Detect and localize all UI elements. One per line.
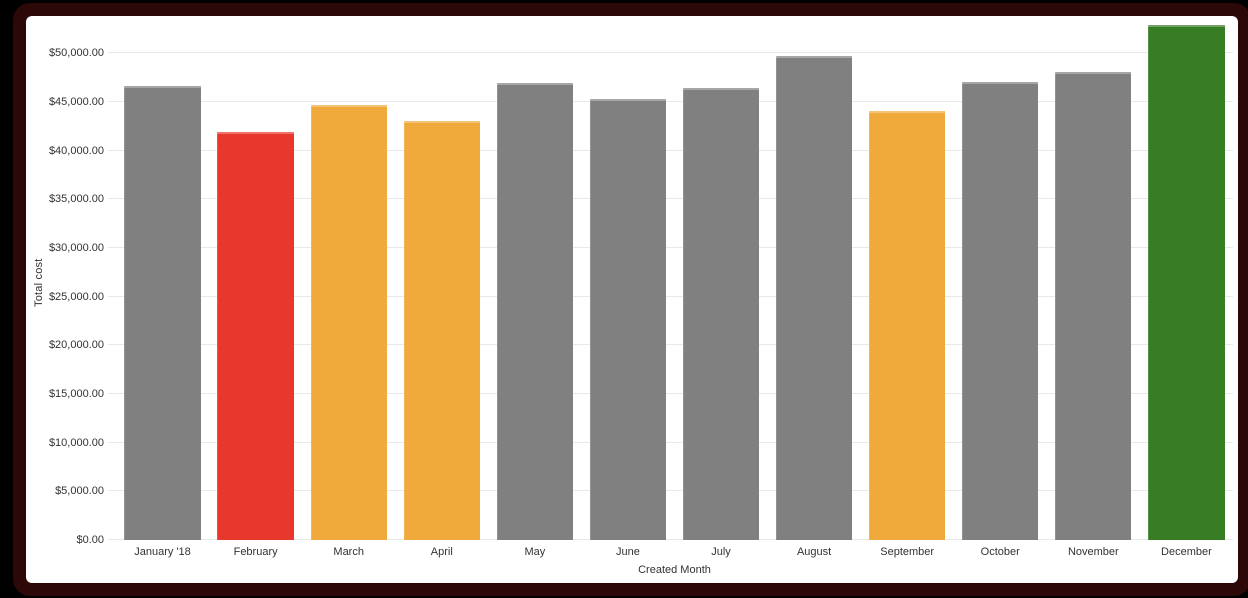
bar-slot: [954, 25, 1047, 540]
x-tick-label: March: [333, 546, 364, 558]
bar-july[interactable]: [682, 88, 760, 540]
y-tick-label: $15,000.00: [48, 387, 104, 400]
bar-slot: [1047, 25, 1140, 540]
chart-card: Total cost $0.00 $5,000.00 $10,000.00 $15,0…: [26, 16, 1238, 583]
y-tick-label: $30,000.00: [48, 241, 104, 254]
gridline: [108, 392, 1233, 394]
bar-september[interactable]: [869, 110, 946, 540]
bar-slot: [395, 25, 488, 540]
y-axis: $0.00 $5,000.00 $10,000.00 $15,000.00 $20,00…: [26, 25, 104, 546]
y-tick-label: $0.00: [76, 534, 104, 546]
x-tick-label: June: [616, 546, 640, 558]
bar-slot: [581, 25, 674, 540]
y-tick-label: $20,000.00: [48, 339, 104, 352]
gridline: [108, 490, 1233, 492]
y-tick-label: $35,000.00: [48, 193, 104, 206]
bar-slot: [302, 25, 395, 540]
gridline: [108, 100, 1233, 102]
gridline: [108, 295, 1233, 297]
bar-march[interactable]: [310, 104, 387, 540]
bar-april[interactable]: [403, 121, 480, 540]
y-tick-label: $40,000.00: [48, 144, 104, 157]
bar-january-18[interactable]: [124, 86, 201, 540]
bar-february[interactable]: [217, 132, 294, 540]
bar-june[interactable]: [589, 99, 667, 540]
x-tick-label: January '18: [134, 546, 191, 558]
bar-slot: [116, 25, 209, 540]
y-tick-label: $5,000.00: [55, 485, 104, 498]
x-tick-label: October: [980, 546, 1020, 558]
bar-december[interactable]: [1148, 25, 1225, 540]
plot-area: [108, 25, 1233, 540]
x-axis: January '18 February March April May June July…: [116, 546, 1233, 562]
bar-august[interactable]: [775, 56, 853, 540]
x-tick-label: July: [711, 546, 731, 558]
bar-slot: [674, 25, 767, 540]
gridline: [108, 149, 1233, 151]
gridline: [108, 441, 1233, 443]
x-tick-label: November: [1067, 546, 1119, 558]
x-tick-label: December: [1161, 546, 1212, 558]
x-tick-label: August: [796, 546, 832, 558]
y-tick-label: $45,000.00: [48, 95, 104, 108]
bar-slot: [768, 25, 861, 540]
bar-slot: [1140, 25, 1233, 540]
gridline: [108, 52, 1233, 54]
y-tick-label: $25,000.00: [48, 290, 104, 303]
bar-november[interactable]: [1055, 71, 1132, 540]
bar-slot: [861, 25, 954, 540]
gridline: [108, 246, 1233, 248]
x-tick-label: May: [524, 546, 546, 558]
x-tick-label: September: [880, 546, 935, 558]
gridline: [108, 344, 1233, 346]
bar-slot: [209, 25, 302, 540]
x-tick-label: April: [430, 546, 453, 558]
bar-series: [116, 25, 1233, 540]
x-axis-title: Created Month: [638, 564, 711, 576]
bar-slot: [488, 25, 581, 540]
gridline: [108, 539, 1233, 540]
gridline: [108, 198, 1233, 200]
x-tick-label: February: [233, 546, 278, 558]
y-tick-label: $50,000.00: [48, 47, 104, 60]
bar-october[interactable]: [962, 82, 1039, 540]
y-tick-label: $10,000.00: [48, 436, 104, 449]
bar-may[interactable]: [496, 83, 573, 540]
